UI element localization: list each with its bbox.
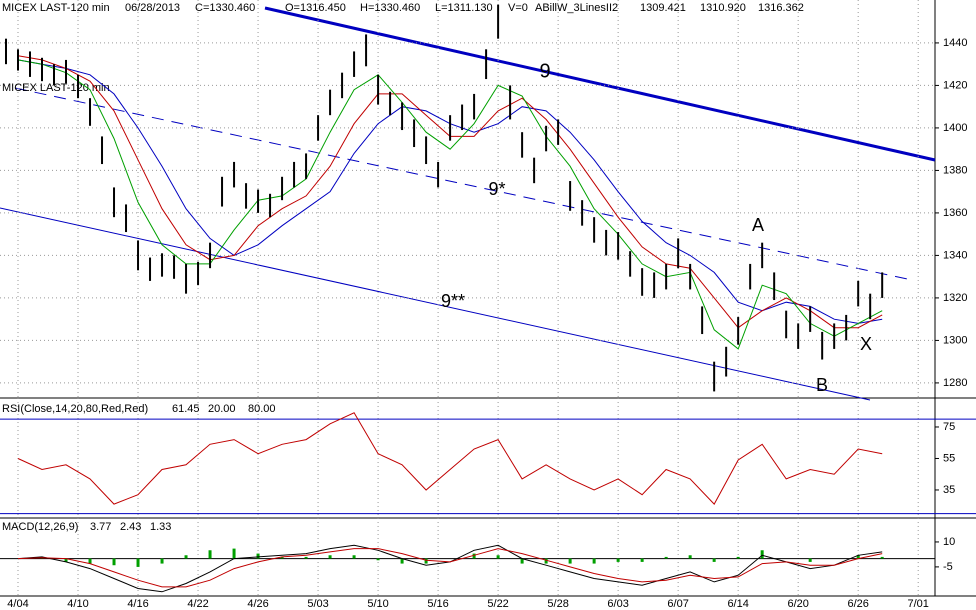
histogram-bar — [544, 558, 548, 564]
y-tick-label: 55 — [943, 452, 955, 464]
x-tick-label: 6/07 — [667, 598, 688, 610]
histogram-bar — [664, 556, 668, 559]
trend-line — [264, 6, 936, 162]
x-tick-label: 4/10 — [67, 598, 88, 610]
histogram-bar — [856, 555, 860, 559]
header-text: 1310.920 — [700, 2, 746, 14]
header-text: ABillW_3LinesII2 — [535, 2, 618, 14]
y-tick-label: 1440 — [943, 37, 967, 49]
x-tick-label: 4/22 — [187, 598, 208, 610]
histogram-bar — [424, 558, 428, 564]
histogram-bar — [880, 556, 884, 559]
y-tick-label: 1340 — [943, 249, 967, 261]
histogram-bar — [352, 555, 356, 559]
histogram-bar — [64, 558, 68, 562]
histogram-bar — [328, 555, 332, 559]
header-text: 1309.421 — [640, 2, 686, 14]
histogram-bar — [184, 555, 188, 559]
x-tick-label: 6/14 — [727, 598, 748, 610]
readout: 2.43 — [120, 521, 141, 533]
histogram-bar — [496, 555, 500, 559]
histogram-bar — [88, 558, 92, 564]
x-tick-label: 4/04 — [7, 598, 28, 610]
readout: 1.33 — [150, 521, 171, 533]
header-text: C=1330.460 — [195, 2, 255, 14]
x-tick-label: 6/20 — [787, 598, 808, 610]
histogram-bar — [760, 550, 764, 559]
header-text: MICEX LAST-120 min — [2, 2, 110, 14]
histogram-bar — [520, 558, 524, 564]
y-tick-label: 1280 — [943, 377, 967, 389]
x-tick-label: 4/16 — [127, 598, 148, 610]
x-tick-label: 5/03 — [307, 598, 328, 610]
panel-title: RSI(Close,14,20,80,Red,Red) — [2, 403, 148, 415]
histogram-bar — [376, 558, 380, 561]
y-tick-label: 1380 — [943, 164, 967, 176]
y-tick-label: 1420 — [943, 79, 967, 91]
histogram-bar — [232, 548, 236, 559]
x-tick-label: 6/26 — [847, 598, 868, 610]
panel-title: MICEX LAST-120 min — [2, 82, 110, 94]
histogram-bar — [256, 553, 260, 559]
histogram-bar — [208, 550, 212, 559]
trend-line — [0, 207, 871, 401]
annotation: 9** — [441, 291, 465, 311]
readout: 61.45 — [172, 403, 200, 415]
y-tick-label: 10 — [943, 536, 955, 548]
series-line — [17, 59, 883, 350]
header-text: 1316.362 — [758, 2, 804, 14]
annotation: A — [752, 215, 764, 235]
header-text: L=1311.130 — [435, 2, 493, 14]
histogram-bar — [472, 553, 476, 559]
header-text: H=1330.460 — [360, 2, 420, 14]
histogram-bar — [808, 558, 812, 562]
y-tick-label: -5 — [943, 561, 953, 573]
x-tick-label: 6/03 — [607, 598, 628, 610]
x-tick-label: 5/16 — [427, 598, 448, 610]
annotation: 9* — [488, 179, 505, 199]
histogram-bar — [616, 558, 620, 562]
readout: 3.77 — [90, 521, 111, 533]
histogram-bar — [400, 558, 404, 564]
y-tick-label: 75 — [943, 421, 955, 433]
x-tick-label: 5/10 — [367, 598, 388, 610]
x-tick-label: 5/22 — [487, 598, 508, 610]
y-tick-label: 35 — [943, 484, 955, 496]
y-tick-label: 1400 — [943, 122, 967, 134]
annotation: 9 — [539, 60, 550, 82]
series-line — [17, 548, 883, 588]
histogram-bar — [160, 558, 164, 564]
annotation: B — [816, 375, 828, 395]
histogram-bar — [280, 556, 284, 559]
x-tick-label: 4/26 — [247, 598, 268, 610]
x-tick-label: 5/28 — [547, 598, 568, 610]
panel-title: MACD(12,26,9) — [2, 521, 78, 533]
series-line — [17, 412, 883, 505]
annotation: X — [860, 334, 872, 354]
y-tick-label: 1300 — [943, 334, 967, 346]
histogram-bar — [736, 556, 740, 559]
y-tick-label: 1360 — [943, 207, 967, 219]
histogram-bar — [112, 558, 116, 566]
readout: 80.00 — [248, 403, 276, 415]
x-tick-label: 7/01 — [907, 598, 928, 610]
histogram-bar — [136, 558, 140, 567]
histogram-bar — [592, 558, 596, 564]
histogram-bar — [568, 558, 572, 564]
header-text: V=0 — [508, 2, 528, 14]
histogram-bar — [712, 558, 716, 562]
histogram-bar — [304, 556, 308, 559]
header-text: 06/28/2013 — [125, 2, 180, 14]
header-text: O=1316.450 — [285, 2, 346, 14]
histogram-bar — [640, 558, 644, 562]
readout: 20.00 — [208, 403, 236, 415]
y-tick-label: 1320 — [943, 292, 967, 304]
histogram-bar — [688, 555, 692, 559]
